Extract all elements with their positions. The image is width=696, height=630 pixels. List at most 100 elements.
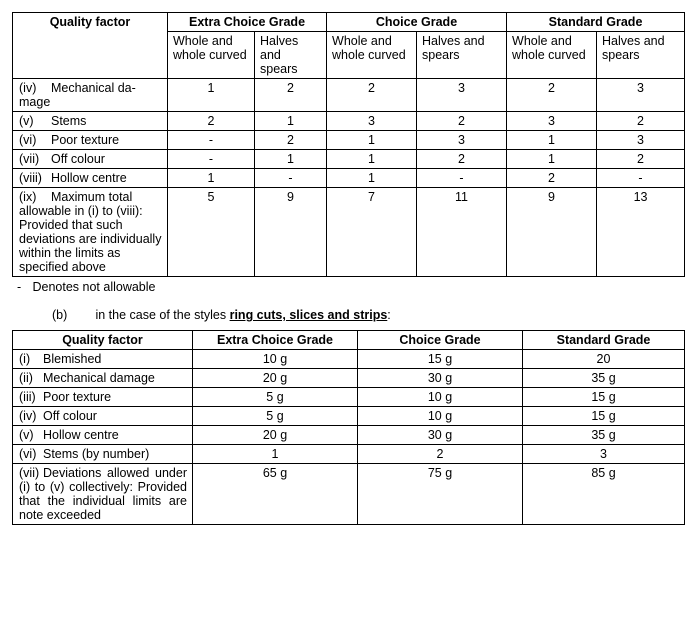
cell: 3: [523, 445, 685, 464]
cell: 1: [507, 131, 597, 150]
table-row: (ii)Mechanical damage 20 g 30 g 35 g: [13, 369, 685, 388]
row-roman: (v): [19, 114, 51, 128]
row-label: Off colour: [43, 409, 97, 423]
cell: 3: [327, 112, 417, 131]
cell: 11: [417, 188, 507, 277]
t1-sub-halves-2: Halves and spears: [417, 32, 507, 79]
note-text: Denotes not allowable: [32, 280, 155, 294]
cell: 9: [255, 188, 327, 277]
row-roman: (v): [19, 428, 43, 442]
cell: 3: [597, 79, 685, 112]
row-label: Off colour: [51, 152, 105, 166]
cell: 30 g: [358, 369, 523, 388]
cell: 9: [507, 188, 597, 277]
cell: 3: [597, 131, 685, 150]
table-row: (iv)Off colour 5 g 10 g 15 g: [13, 407, 685, 426]
t1-sub-whole-3: Whole and whole curved: [507, 32, 597, 79]
table-row: (vi)Stems (by number) 1 2 3: [13, 445, 685, 464]
row-roman: (viii): [19, 171, 51, 185]
cell: 15 g: [358, 350, 523, 369]
cell: 1: [168, 169, 255, 188]
row-roman: (iii): [19, 390, 43, 404]
row-label: Stems (by number): [43, 447, 149, 461]
t1-header-standard: Standard Grade: [507, 13, 685, 32]
cell: 10 g: [358, 407, 523, 426]
row-label: Poor texture: [43, 390, 111, 404]
row-roman: (ix): [19, 190, 51, 204]
cell: 1: [327, 131, 417, 150]
row-roman: (iv): [19, 409, 43, 423]
section-b-prefix: in the case of the styles: [95, 308, 229, 322]
cell: -: [168, 131, 255, 150]
table-row: (vii)Off colour - 1 1 2 1 2: [13, 150, 685, 169]
cell: 2: [168, 112, 255, 131]
row-roman: (vi): [19, 133, 51, 147]
section-b: (b) in the case of the styles ring cuts,…: [52, 308, 684, 322]
row-label: Hollow centre: [43, 428, 119, 442]
row-roman: (vii): [19, 152, 51, 166]
cell: 35 g: [523, 369, 685, 388]
note-line: - Denotes not allowable: [17, 280, 684, 294]
cell: -: [597, 169, 685, 188]
row-label: Stems: [51, 114, 86, 128]
cell: 5 g: [193, 407, 358, 426]
cell: 75 g: [358, 464, 523, 525]
row-label: Mechanical damage: [43, 371, 155, 385]
cell: 1: [193, 445, 358, 464]
cell: 3: [417, 79, 507, 112]
cell: 35 g: [523, 426, 685, 445]
cell: 1: [255, 150, 327, 169]
table-row: (vi)Poor texture - 2 1 3 1 3: [13, 131, 685, 150]
row-roman: (i): [19, 352, 43, 366]
cell: 2: [255, 131, 327, 150]
table-row: (v)Hollow centre 20 g 30 g 35 g: [13, 426, 685, 445]
cell: 2: [327, 79, 417, 112]
t2-header-extra-choice: Extra Choice Grade: [193, 331, 358, 350]
cell: 5: [168, 188, 255, 277]
note-dash: -: [17, 280, 29, 294]
row-label: Poor texture: [51, 133, 119, 147]
cell: 20 g: [193, 426, 358, 445]
cell: 3: [417, 131, 507, 150]
cell: -: [417, 169, 507, 188]
table-quality-factors-2: Quality factor Extra Choice Grade Choice…: [12, 330, 685, 525]
cell: 10 g: [358, 388, 523, 407]
cell: 20 g: [193, 369, 358, 388]
t1-sub-halves-1: Halves and spears: [255, 32, 327, 79]
cell: 1: [327, 150, 417, 169]
cell: 7: [327, 188, 417, 277]
t1-header-choice: Choice Grade: [327, 13, 507, 32]
cell: 1: [507, 150, 597, 169]
t1-header-extra-choice: Extra Choice Grade: [168, 13, 327, 32]
t2-header-quality: Quality factor: [13, 331, 193, 350]
t1-sub-whole-2: Whole and whole curved: [327, 32, 417, 79]
cell: 30 g: [358, 426, 523, 445]
cell: 10 g: [193, 350, 358, 369]
section-b-label: (b): [52, 308, 92, 322]
cell: 2: [417, 112, 507, 131]
table-quality-factors-1: Quality factor Extra Choice Grade Choice…: [12, 12, 685, 277]
cell: 5 g: [193, 388, 358, 407]
row-roman: (iv): [19, 81, 51, 95]
cell: 2: [507, 79, 597, 112]
cell: 2: [417, 150, 507, 169]
cell: 2: [358, 445, 523, 464]
cell: 1: [255, 112, 327, 131]
row-roman: (vii): [19, 466, 43, 480]
table-row: (iii)Poor texture 5 g 10 g 15 g: [13, 388, 685, 407]
row-roman: (ii): [19, 371, 43, 385]
t1-sub-halves-3: Halves and spears: [597, 32, 685, 79]
cell: 2: [597, 112, 685, 131]
t1-header-quality: Quality factor: [13, 13, 168, 79]
cell: 65 g: [193, 464, 358, 525]
cell: 3: [507, 112, 597, 131]
table-row: (i)Blemished 10 g 15 g 20: [13, 350, 685, 369]
table-row: (iv)Mechanical da- mage 1 2 2 3 2 3: [13, 79, 685, 112]
cell: 2: [255, 79, 327, 112]
section-b-suffix: :: [387, 308, 390, 322]
row-label: Hollow centre: [51, 171, 127, 185]
cell: 2: [507, 169, 597, 188]
table-row: (ix)Maximum total allowable in (i) to (v…: [13, 188, 685, 277]
cell: 13: [597, 188, 685, 277]
t1-sub-whole-1: Whole and whole curved: [168, 32, 255, 79]
